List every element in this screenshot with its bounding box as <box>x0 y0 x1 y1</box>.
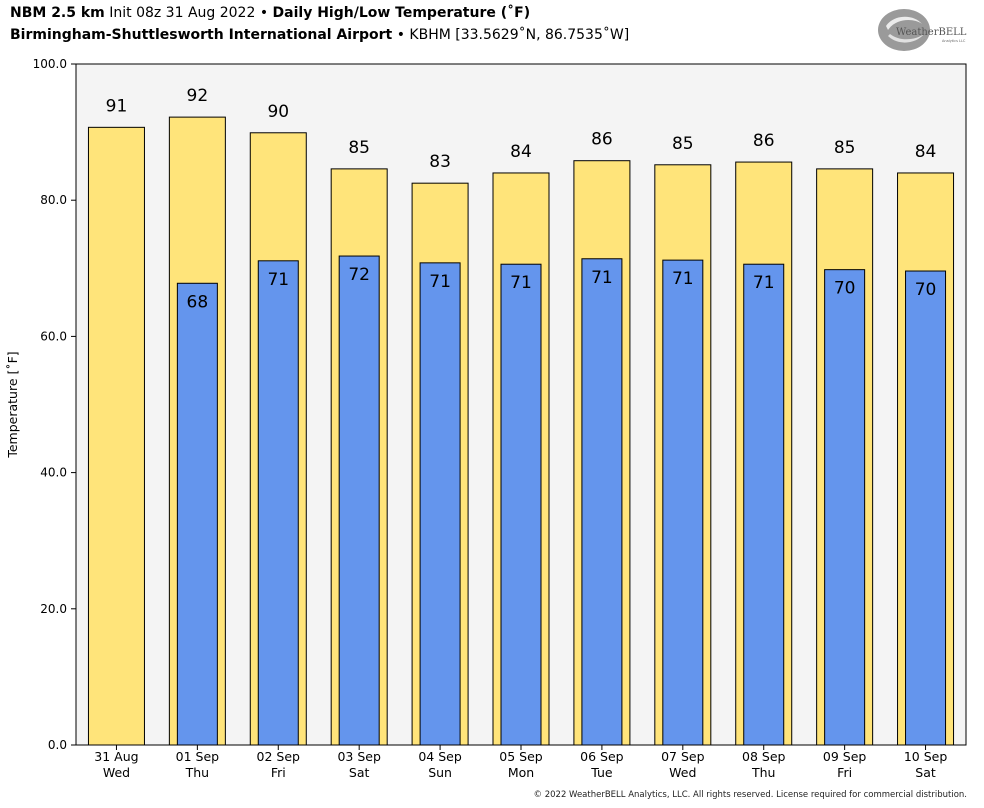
chart-title-line: NBM 2.5 km Init 08z 31 Aug 2022 • Daily … <box>10 5 530 21</box>
x-tick-day-label: Tue <box>590 765 613 780</box>
product-name: Daily High/Low Temperature (˚F) <box>272 5 531 21</box>
high-temp-label: 86 <box>591 130 613 150</box>
low-temp-bar <box>257 260 299 746</box>
x-tick-date-label: 02 Sep <box>257 749 301 764</box>
x-tick-date-label: 03 Sep <box>337 749 381 764</box>
low-temp-label: 71 <box>429 272 451 292</box>
x-tick-date-label: 06 Sep <box>580 749 624 764</box>
low-temp-bar <box>662 259 704 746</box>
y-tick-label: 20.0 <box>40 602 67 616</box>
low-temp-label: 71 <box>510 273 532 293</box>
x-tick-day-label: Sat <box>915 765 936 780</box>
high-temp-bar <box>87 126 145 746</box>
x-tick-day-label: Sun <box>428 765 452 780</box>
station-line: Birmingham-Shuttlesworth International A… <box>10 27 629 43</box>
y-tick-label: 0.0 <box>48 738 67 752</box>
x-tick-day-label: Thu <box>751 765 775 780</box>
high-temp-label: 84 <box>510 142 532 162</box>
x-tick-day-label: Wed <box>103 765 130 780</box>
high-temp-label: 90 <box>267 102 289 122</box>
high-temp-label: 85 <box>834 138 856 158</box>
high-temp-label: 92 <box>187 86 209 106</box>
y-axis-label: Temperature [˚F] <box>5 351 20 458</box>
low-temp-label: 71 <box>267 270 289 290</box>
high-temp-label: 85 <box>672 134 694 154</box>
low-temp-bar <box>500 263 542 746</box>
low-temp-label: 70 <box>915 280 937 300</box>
y-tick-label: 40.0 <box>40 466 67 480</box>
x-tick-date-label: 08 Sep <box>742 749 786 764</box>
init-time: Init 08z 31 Aug 2022 <box>109 5 256 21</box>
x-tick-date-label: 07 Sep <box>661 749 705 764</box>
station-separator: • <box>396 27 405 43</box>
x-tick-date-label: 05 Sep <box>499 749 543 764</box>
low-temp-bar <box>905 270 947 746</box>
title-separator: • <box>259 5 269 21</box>
low-temp-bar <box>338 255 380 746</box>
station-name: Birmingham-Shuttlesworth International A… <box>10 27 393 43</box>
model-name: NBM 2.5 km <box>10 5 105 21</box>
low-temp-label: 71 <box>591 268 613 288</box>
low-temp-label: 71 <box>672 269 694 289</box>
y-tick-label: 100.0 <box>33 57 67 71</box>
low-temp-label: 68 <box>187 292 209 312</box>
x-tick-day-label: Fri <box>837 765 852 780</box>
x-tick-day-label: Wed <box>669 765 696 780</box>
x-tick-date-label: 09 Sep <box>823 749 867 764</box>
x-tick-day-label: Fri <box>271 765 286 780</box>
high-temp-label: 83 <box>429 152 451 172</box>
low-temp-bar <box>581 258 623 746</box>
low-temp-bar <box>743 263 785 746</box>
x-tick-date-label: 10 Sep <box>904 749 948 764</box>
logo-swirl-icon <box>878 9 930 51</box>
low-temp-label: 71 <box>753 273 775 293</box>
x-tick-date-label: 01 Sep <box>176 749 220 764</box>
x-tick-date-label: 31 Aug <box>94 749 138 764</box>
copyright-notice: © 2022 WeatherBELL Analytics, LLC. All r… <box>533 790 967 800</box>
high-temp-label: 86 <box>753 131 775 151</box>
logo-wordmark: WeatherBELL <box>896 27 967 38</box>
high-temp-label: 84 <box>915 142 937 162</box>
x-tick-date-label: 04 Sep <box>418 749 462 764</box>
low-temp-bar <box>419 262 461 746</box>
y-tick-label: 80.0 <box>40 193 67 207</box>
weatherbell-logo: WeatherBELL Analytics LLC <box>878 9 967 51</box>
low-temp-bar <box>824 269 866 746</box>
low-temp-bar <box>176 282 218 746</box>
x-tick-day-label: Thu <box>185 765 209 780</box>
logo-subtext: Analytics LLC <box>942 39 966 43</box>
low-temp-label: 70 <box>834 279 856 299</box>
x-tick-day-label: Mon <box>508 765 534 780</box>
low-temp-label: 72 <box>348 265 370 285</box>
y-tick-label: 60.0 <box>40 329 67 343</box>
high-temp-label: 91 <box>106 96 128 116</box>
x-tick-day-label: Sat <box>349 765 370 780</box>
station-coords: KBHM [33.5629˚N, 86.7535˚W] <box>409 27 630 43</box>
high-temp-label: 85 <box>348 138 370 158</box>
